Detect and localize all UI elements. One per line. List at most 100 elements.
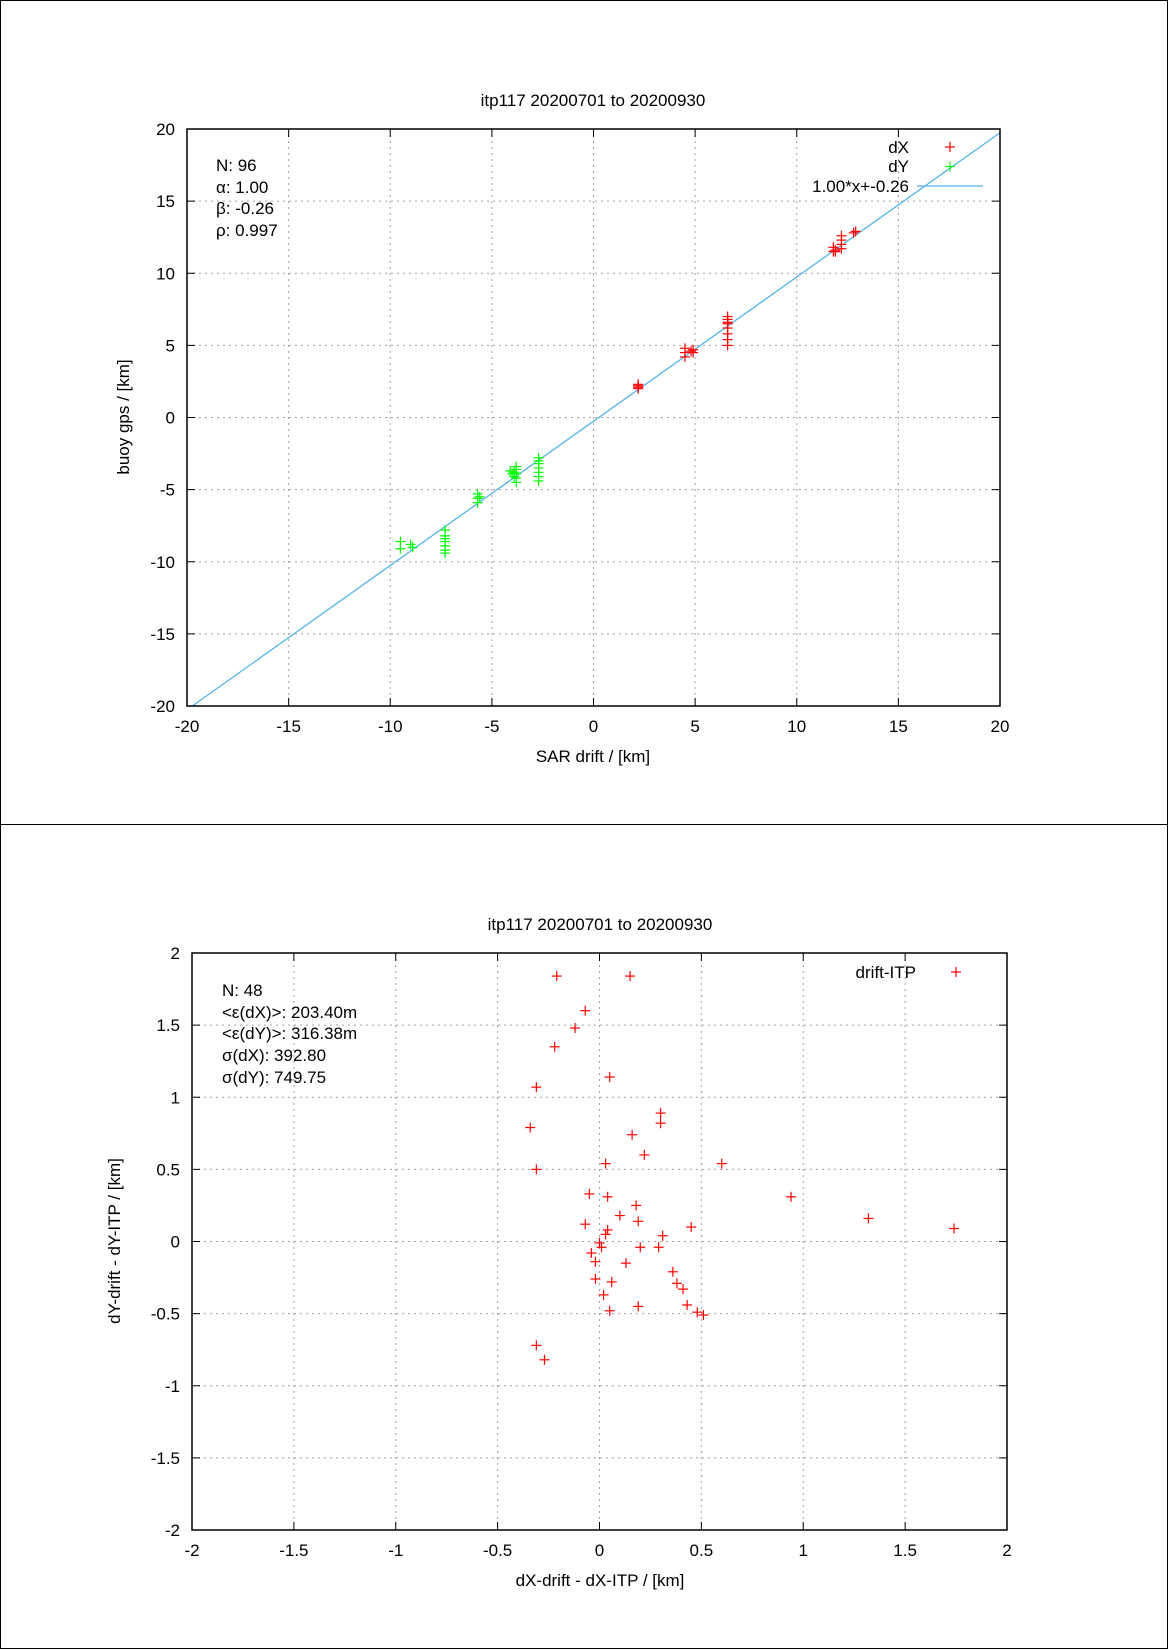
stat-sigma-dy: σ(dY): 749.75: [222, 1068, 326, 1087]
point-drift-itp: [655, 1118, 666, 1129]
point-drift-itp: [600, 1229, 611, 1240]
point-drift-itp: [698, 1310, 709, 1321]
x-tick-label: 1.5: [893, 1541, 917, 1560]
point-dy: [474, 491, 485, 502]
x-tick-label: -1.5: [279, 1541, 308, 1560]
legend: dX dY 1.00*x+-0.26: [812, 138, 983, 196]
point-drift-itp: [678, 1284, 689, 1295]
point-drift-itp: [631, 1200, 642, 1211]
point-drift-itp: [602, 1191, 613, 1202]
x-axis-label: SAR drift / [km]: [536, 747, 650, 766]
point-dx: [836, 230, 847, 241]
fit-line-layer: [191, 132, 1001, 707]
point-drift-itp: [596, 1242, 607, 1253]
point-drift-itp: [539, 1354, 550, 1365]
axis-ticks: -2 -1.5 -1 -0.5 0 0.5 1 1.5 2 -2 -1.5 -1 -0.5 0 0.5 1 1.…: [151, 944, 1012, 1560]
point-drift-itp: [590, 1256, 601, 1267]
y-tick-label: -0.5: [151, 1305, 180, 1324]
y-tick-label: 0: [171, 1233, 180, 1252]
y-tick-label: 20: [156, 120, 175, 139]
point-drift-itp: [600, 1158, 611, 1169]
point-dx: [686, 346, 697, 357]
y-tick-label: -10: [150, 553, 175, 572]
axis-ticks: -20 -15 -10 -5 0 5 10 15 20 -20 -15 -10 -5 0 5 10 15 20: [150, 120, 1009, 736]
stat-alpha: α: 1.00: [216, 178, 268, 197]
stat-n: N: 96: [216, 156, 257, 175]
y-tick-label: 1.5: [156, 1016, 180, 1035]
point-dx: [722, 317, 733, 328]
point-drift-itp: [549, 1041, 560, 1052]
point-drift-itp: [531, 1082, 542, 1093]
legend-label-dx: dX: [888, 138, 909, 157]
x-tick-label: -0.5: [483, 1541, 512, 1560]
point-drift-itp: [586, 1248, 597, 1259]
x-tick-label: -10: [378, 717, 403, 736]
point-drift-itp: [590, 1274, 601, 1285]
point-drift-itp: [682, 1299, 693, 1310]
x-tick-label: -2: [184, 1541, 199, 1560]
legend: drift-ITP: [856, 963, 961, 982]
point-dx: [633, 379, 644, 390]
point-drift-itp: [606, 1276, 617, 1287]
x-tick-label: 0.5: [690, 1541, 714, 1560]
stats-box: N: 96 α: 1.00 β: -0.26 ρ: 0.997: [216, 156, 278, 240]
y-tick-label: -5: [160, 481, 175, 500]
point-dy: [440, 533, 451, 544]
point-drift-itp: [594, 1237, 605, 1248]
y-axis-label: buoy gps / [km]: [114, 359, 133, 474]
drift-scatter-panel: -20 -15 -10 -5 0 5 10 15 20 -20 -15 -10 -5 0 5 10 15 20 i…: [0, 0, 1168, 825]
y-tick-label: 2: [171, 944, 180, 963]
y-tick-label: 0: [166, 409, 175, 428]
x-tick-label: -15: [276, 717, 301, 736]
y-tick-label: 0.5: [156, 1160, 180, 1179]
x-axis-label: dX-drift - dX-ITP / [km]: [516, 1571, 685, 1590]
stat-n: N: 48: [222, 981, 263, 1000]
point-drift-itp: [686, 1222, 697, 1233]
point-drift-itp: [863, 1213, 874, 1224]
x-tick-label: 1: [799, 1541, 808, 1560]
point-drift-itp: [786, 1191, 797, 1202]
point-drift-itp: [570, 1023, 581, 1034]
point-drift-itp: [551, 971, 562, 982]
x-tick-label: -5: [484, 717, 499, 736]
y-tick-label: -2: [165, 1521, 180, 1540]
stats-box: N: 48 <ε(dX)>: 203.40m <ε(dY)>: 316.38m …: [222, 981, 357, 1087]
point-drift-itp: [614, 1210, 625, 1221]
point-drift-itp: [604, 1072, 615, 1083]
point-dy: [509, 467, 520, 478]
x-tick-label: 0: [595, 1541, 604, 1560]
point-drift-itp: [620, 1258, 631, 1269]
point-drift-itp: [667, 1266, 678, 1277]
point-dx: [828, 242, 839, 253]
x-tick-label: 10: [787, 717, 806, 736]
x-tick-label: -20: [175, 717, 200, 736]
stat-beta: β: -0.26: [216, 199, 274, 218]
point-drift-itp: [639, 1149, 650, 1160]
y-tick-label: -1.5: [151, 1449, 180, 1468]
y-tick-label: -20: [150, 697, 175, 716]
point-drift-itp: [671, 1278, 682, 1289]
grid: [187, 129, 1000, 706]
point-drift-itp: [653, 1242, 664, 1253]
data-points: [525, 971, 960, 1365]
point-dy: [533, 455, 544, 466]
residual-scatter-panel: -2 -1.5 -1 -0.5 0 0.5 1 1.5 2 -2 -1.5 -1 -0.5 0 0.5 1 1.…: [0, 824, 1168, 1649]
point-dy: [407, 542, 418, 553]
point-drift-itp: [655, 1108, 666, 1119]
point-drift-itp: [627, 1129, 638, 1140]
legend-swatches: [951, 967, 961, 977]
x-tick-label: 2: [1002, 1541, 1011, 1560]
point-dx: [850, 226, 861, 237]
legend-label-fit: 1.00*x+-0.26: [812, 177, 909, 196]
point-dx: [679, 343, 690, 354]
legend-swatch-dy: [945, 161, 955, 172]
point-dy: [440, 548, 451, 559]
point-dy: [472, 497, 483, 508]
y-tick-label: 5: [166, 336, 175, 355]
point-drift-itp: [602, 1224, 613, 1235]
drift-scatter-chart: -20 -15 -10 -5 0 5 10 15 20 -20 -15 -10 -5 0 5 10 15 20 i…: [114, 91, 1009, 766]
point-dx: [848, 227, 859, 238]
plot-frame: [191, 952, 1008, 1531]
point-drift-itp: [584, 1188, 595, 1199]
plot-frame: [186, 128, 1001, 707]
